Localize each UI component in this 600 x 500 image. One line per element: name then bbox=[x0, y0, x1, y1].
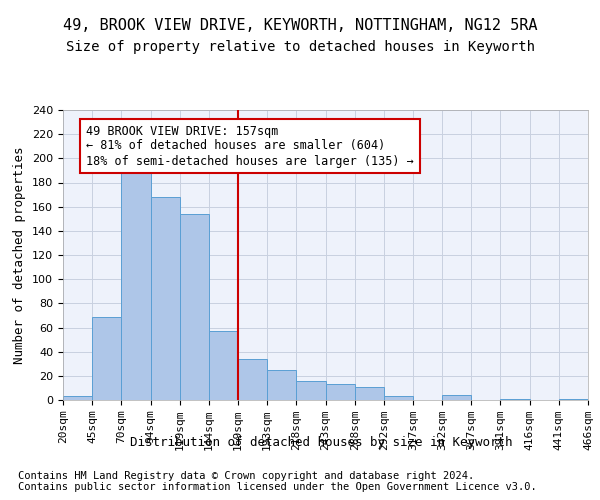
Text: Size of property relative to detached houses in Keyworth: Size of property relative to detached ho… bbox=[65, 40, 535, 54]
Bar bbox=[63, 396, 92, 400]
Text: Contains public sector information licensed under the Open Government Licence v3: Contains public sector information licen… bbox=[18, 482, 537, 492]
Bar bbox=[179, 214, 209, 400]
Bar bbox=[296, 380, 325, 400]
Bar bbox=[267, 370, 296, 400]
Bar bbox=[384, 396, 413, 400]
Bar bbox=[442, 395, 472, 400]
Text: 49 BROOK VIEW DRIVE: 157sqm
← 81% of detached houses are smaller (604)
18% of se: 49 BROOK VIEW DRIVE: 157sqm ← 81% of det… bbox=[86, 124, 414, 168]
Y-axis label: Number of detached properties: Number of detached properties bbox=[13, 146, 26, 364]
Text: 49, BROOK VIEW DRIVE, KEYWORTH, NOTTINGHAM, NG12 5RA: 49, BROOK VIEW DRIVE, KEYWORTH, NOTTINGH… bbox=[63, 18, 537, 32]
Bar bbox=[92, 316, 121, 400]
Bar bbox=[500, 399, 530, 400]
Bar bbox=[355, 386, 384, 400]
Bar bbox=[238, 359, 267, 400]
Bar bbox=[559, 399, 588, 400]
Bar bbox=[121, 168, 151, 400]
Bar bbox=[151, 197, 179, 400]
Bar bbox=[325, 384, 355, 400]
Text: Distribution of detached houses by size in Keyworth: Distribution of detached houses by size … bbox=[130, 436, 512, 449]
Text: Contains HM Land Registry data © Crown copyright and database right 2024.: Contains HM Land Registry data © Crown c… bbox=[18, 471, 474, 481]
Bar bbox=[209, 331, 238, 400]
